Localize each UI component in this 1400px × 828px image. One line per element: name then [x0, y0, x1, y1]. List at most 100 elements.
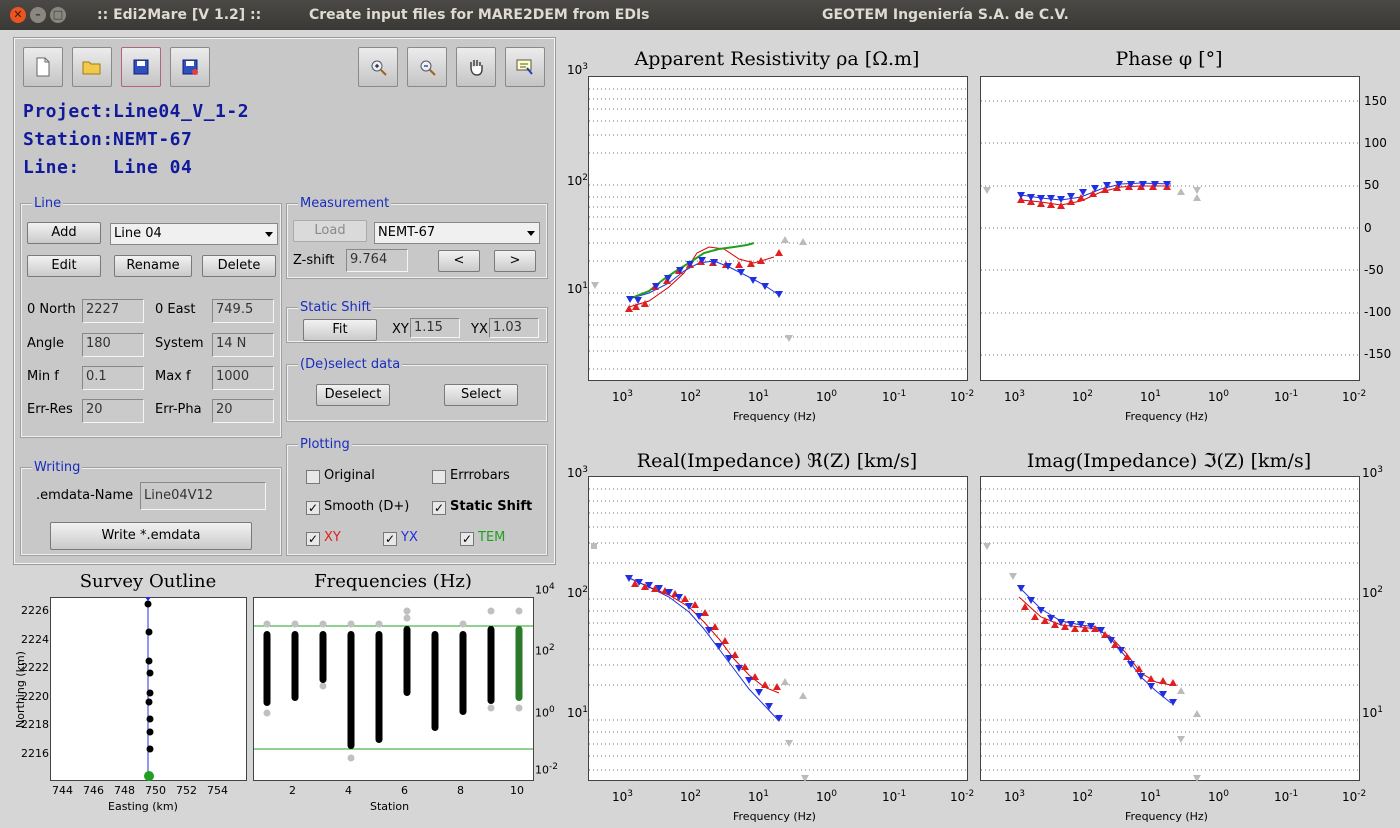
yx-imag-markers	[1017, 585, 1177, 706]
survey-x-tick-750: 750	[145, 784, 166, 797]
control-panel: Project: Line04_V_1-2 Station: NEMT-67 L…	[13, 37, 556, 565]
freq-y-tick-2: 102	[535, 643, 555, 658]
line-select[interactable]: Line 04	[110, 223, 278, 245]
err-pha-field[interactable]: 20	[212, 399, 274, 423]
minimize-window-button[interactable]: –	[30, 7, 46, 23]
errorbars-checkbox[interactable]	[432, 470, 446, 484]
z-shift-field[interactable]: 9.764	[346, 249, 408, 272]
x-tick: 103	[1004, 789, 1026, 804]
north-field[interactable]: 2227	[82, 299, 144, 323]
yx-checkbox[interactable]: ✓	[383, 532, 397, 546]
frequencies-plot[interactable]	[253, 597, 534, 781]
fit-static-shift-button[interactable]: Fit	[303, 319, 377, 341]
yx-shift-field[interactable]: 1.03	[489, 318, 539, 338]
x-tick: 101	[748, 789, 770, 804]
survey-y-label: Northing (km)	[13, 651, 27, 728]
x-tick: 101	[748, 389, 770, 404]
x-tick: 101	[1140, 389, 1162, 404]
next-station-button[interactable]: >	[494, 250, 536, 272]
current-station-point	[144, 771, 154, 781]
phase-y-tick-50: 50	[1364, 178, 1380, 192]
station-value: NEMT-67	[113, 129, 193, 150]
original-checkbox[interactable]	[306, 470, 320, 484]
previous-station-button[interactable]: <	[438, 250, 480, 272]
north-label: 0 North	[27, 302, 76, 317]
x-tick: 102	[1072, 389, 1094, 404]
pan-button[interactable]	[456, 47, 496, 87]
measurement-group-title: Measurement	[298, 196, 392, 211]
min-f-field[interactable]: 0.1	[82, 366, 144, 390]
max-f-field[interactable]: 1000	[212, 366, 274, 390]
add-line-button[interactable]: Add	[27, 222, 101, 244]
phase-plot[interactable]	[980, 76, 1360, 381]
static-shift-checkbox[interactable]: ✓	[432, 501, 446, 515]
survey-outline-title: Survey Outline	[79, 571, 217, 592]
edit-line-button[interactable]: Edit	[27, 255, 101, 277]
current-station-frequencies	[515, 626, 523, 701]
zoom-out-icon	[420, 60, 436, 76]
re-y-tick-100: 102	[567, 585, 589, 600]
yx-label: YX	[471, 322, 488, 337]
freq-x-tick-4: 4	[345, 784, 352, 797]
freq-y-tick-0: 100	[535, 705, 555, 720]
load-measurement-button[interactable]: Load	[293, 220, 367, 242]
real-impedance-title: Real(Impedance) ℜ(Z) [km/s]	[636, 450, 918, 472]
smooth-checkbox[interactable]: ✓	[306, 501, 320, 515]
delete-line-button[interactable]: Delete	[202, 255, 276, 277]
yx-smooth-curve	[628, 260, 780, 300]
phase-y-tick-0: 0	[1364, 221, 1372, 235]
deselected-markers	[983, 543, 1201, 782]
static-shift-group: Static Shift Fit XY 1.15 YX 1.03	[286, 300, 548, 343]
emdata-name-field[interactable]: Line04V12	[140, 482, 266, 510]
imag-impedance-plot[interactable]	[980, 476, 1360, 782]
xy-checkbox[interactable]: ✓	[306, 532, 320, 546]
real-impedance-plot[interactable]	[588, 476, 968, 782]
rename-line-button[interactable]: Rename	[114, 255, 192, 277]
window-titlebar: ✕ – □ :: Edi2Mare [V 1.2] :: Create inpu…	[0, 0, 1400, 30]
data-cursor-button[interactable]	[505, 47, 545, 87]
tem-checkbox[interactable]: ✓	[460, 532, 474, 546]
system-field[interactable]: 14 N	[212, 333, 274, 357]
imag-impedance-title: Imag(Impedance) ℑ(Z) [km/s]	[1026, 450, 1312, 472]
phase-title: Phase φ [°]	[1115, 48, 1223, 70]
angle-field[interactable]: 180	[82, 333, 144, 357]
open-folder-button[interactable]	[72, 47, 112, 87]
static-shift-label: Static Shift	[450, 499, 533, 514]
x-tick: 10-1	[882, 789, 907, 804]
save-as-icon	[182, 59, 198, 75]
x-tick: 102	[680, 789, 702, 804]
apparent-resistivity-plot[interactable]	[588, 76, 968, 381]
xy-shift-field[interactable]: 1.15	[410, 318, 460, 338]
close-window-button[interactable]: ✕	[10, 7, 26, 23]
err-res-field[interactable]: 20	[82, 399, 144, 423]
deselected-markers	[591, 236, 807, 342]
select-data-button[interactable]: Select	[444, 384, 518, 406]
xy-smooth-curve	[628, 246, 775, 308]
phase-y-tick-minus50: -50	[1364, 263, 1384, 277]
zoom-out-button[interactable]	[407, 47, 447, 87]
new-file-button[interactable]	[23, 47, 63, 87]
freq-x-tick-10: 10	[510, 784, 524, 797]
survey-outline-plot[interactable]	[50, 597, 247, 781]
line-label: Line:	[23, 157, 80, 178]
write-emdata-button[interactable]: Write *.emdata	[50, 522, 252, 550]
survey-y-tick-2224: 2224	[21, 633, 49, 646]
yx-imag-curve	[1018, 586, 1172, 704]
freq-y-tick-4: 104	[535, 582, 555, 597]
plotting-group: Plotting Original Errrobars ✓ Smooth (D+…	[286, 437, 548, 556]
maximize-window-button[interactable]: □	[50, 7, 66, 23]
save-button[interactable]	[121, 47, 161, 87]
measurement-select[interactable]: NEMT-67	[374, 222, 540, 244]
yx-phase-markers	[1017, 181, 1171, 203]
save-as-button[interactable]	[170, 47, 210, 87]
deselect-data-button[interactable]: Deselect	[316, 384, 390, 406]
phase-svg	[981, 100, 1359, 356]
im-y-tick-100: 102	[1362, 585, 1384, 600]
real-impedance-svg	[589, 488, 967, 782]
new-file-icon	[36, 57, 50, 77]
open-folder-icon	[82, 61, 101, 75]
station-frequency-columns	[263, 626, 495, 749]
ar-y-tick-10: 101	[567, 281, 589, 296]
zoom-in-button[interactable]	[358, 47, 398, 87]
east-field[interactable]: 749.5	[212, 299, 274, 323]
